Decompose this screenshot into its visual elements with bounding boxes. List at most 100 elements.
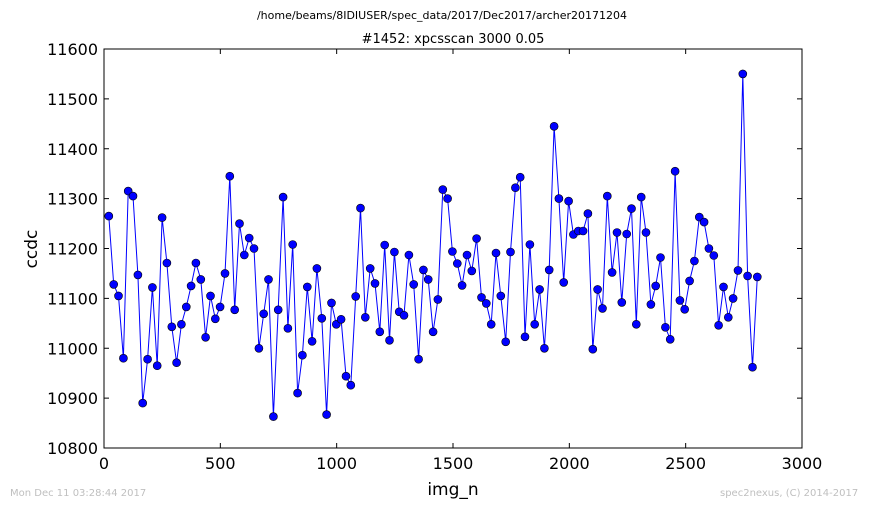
data-point <box>269 412 278 421</box>
data-point <box>748 362 757 372</box>
data-point <box>167 322 177 332</box>
data-point <box>409 280 419 289</box>
data-point <box>428 327 438 337</box>
data-point <box>685 276 694 286</box>
data-point <box>554 194 564 203</box>
data-point <box>240 250 249 260</box>
data-point <box>317 313 327 323</box>
footer-credit: spec2nexus, (C) 2014-2017 <box>720 488 859 499</box>
data-point <box>273 305 283 315</box>
data-point <box>612 228 622 237</box>
data-point <box>128 191 138 201</box>
data-point <box>375 327 385 337</box>
data-point <box>177 319 186 329</box>
data-point <box>302 282 312 292</box>
data-point <box>215 302 225 312</box>
data-point <box>743 271 752 281</box>
data-point <box>598 304 607 313</box>
data-point <box>186 281 196 291</box>
data-point <box>588 344 598 354</box>
data-point <box>520 332 530 342</box>
data-series <box>104 69 762 421</box>
data-point <box>419 265 428 275</box>
data-point <box>656 253 665 262</box>
data-point <box>109 280 118 289</box>
data-point <box>399 310 409 320</box>
data-point <box>438 185 448 194</box>
x-tick-label: 500 <box>205 454 236 473</box>
data-point <box>423 275 433 284</box>
x-axis-label: img_n <box>427 480 478 500</box>
data-point <box>544 265 554 275</box>
data-point <box>341 371 351 381</box>
data-point <box>172 358 181 368</box>
data-point <box>322 410 331 419</box>
data-point <box>525 240 535 249</box>
data-point <box>220 269 230 278</box>
data-point <box>467 266 477 276</box>
y-tick-label: 10900 <box>47 389 98 408</box>
data-point <box>481 299 491 308</box>
data-point <box>380 240 390 250</box>
data-point <box>206 291 215 301</box>
y-tick-label: 11400 <box>47 140 98 159</box>
data-point <box>351 292 361 301</box>
data-point <box>196 275 206 284</box>
x-tick-label: 3000 <box>782 454 823 473</box>
data-point <box>675 296 685 305</box>
data-point <box>602 191 612 201</box>
data-point <box>472 234 481 243</box>
x-tick-label: 1500 <box>433 454 474 473</box>
data-point <box>162 258 172 268</box>
y-tick-label: 11100 <box>47 289 98 308</box>
data-point <box>138 398 147 408</box>
data-point <box>385 335 394 345</box>
data-point <box>752 272 762 282</box>
x-tick-label: 1000 <box>316 454 357 473</box>
data-point <box>583 209 593 218</box>
data-point <box>719 282 728 292</box>
data-point <box>540 343 549 353</box>
y-tick-label: 10800 <box>47 439 98 458</box>
data-point <box>641 228 651 237</box>
data-point <box>457 281 467 290</box>
data-point <box>680 304 690 314</box>
data-point <box>283 323 293 333</box>
x-tick-label: 0 <box>99 454 109 473</box>
y-tick-label: 11300 <box>47 190 98 209</box>
data-point <box>723 312 733 322</box>
data-point <box>249 244 259 253</box>
data-point <box>627 204 636 213</box>
data-point <box>307 336 317 346</box>
series-line <box>108 73 758 417</box>
data-point <box>259 309 269 319</box>
data-point <box>104 211 114 221</box>
data-point <box>631 319 641 329</box>
data-point <box>646 300 656 309</box>
data-point <box>564 196 573 206</box>
data-point <box>559 278 569 287</box>
data-point <box>452 259 462 268</box>
data-point <box>191 258 201 268</box>
data-point <box>360 312 370 322</box>
data-point <box>699 217 709 227</box>
chart-suptitle: /home/beams/8IDIUSER/spec_data/2017/Dec2… <box>257 9 627 22</box>
data-point <box>617 298 627 307</box>
data-point <box>535 285 544 294</box>
data-point <box>143 354 152 364</box>
data-point <box>661 322 670 332</box>
data-point <box>157 213 167 222</box>
data-point <box>690 256 699 266</box>
data-point <box>201 332 210 342</box>
y-tick-label: 11200 <box>47 240 98 259</box>
data-point <box>370 279 380 288</box>
data-point <box>714 320 723 330</box>
data-point <box>152 361 162 371</box>
data-point <box>665 334 675 344</box>
data-point <box>670 166 680 176</box>
data-point <box>211 314 220 324</box>
data-point <box>622 229 632 239</box>
data-point <box>365 264 375 273</box>
data-point <box>448 247 457 256</box>
